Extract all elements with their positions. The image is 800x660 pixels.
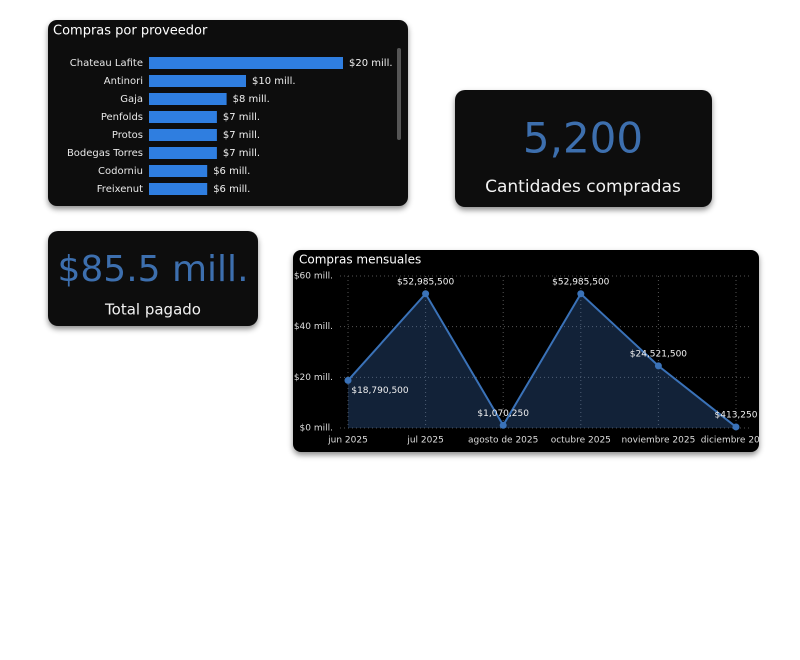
bar (149, 147, 217, 159)
line (347, 292, 737, 428)
bar (149, 75, 246, 87)
point (577, 290, 585, 298)
x-tick-label: octubre 2025 (551, 436, 611, 446)
y-tick-label: Codorniu (98, 166, 143, 177)
y-tick-label: Antinori (104, 76, 143, 87)
y-tick-label: $0 mill. (300, 424, 333, 434)
data-label: $1,070,250 (477, 409, 529, 419)
point (654, 362, 662, 370)
y-tick-label: Bodegas Torres (67, 148, 143, 159)
data-label: $8 mill. (233, 94, 270, 105)
y-tick-label: Protos (112, 130, 143, 141)
kpi-card (48, 231, 258, 326)
data-label: $6 mill. (213, 184, 250, 195)
kpi-card (455, 90, 712, 207)
data-label: $6 mill. (213, 166, 250, 177)
x-tick-label: diciembre 2025 (701, 436, 771, 446)
y-tick-label: $60 mill. (294, 272, 333, 282)
kpi-value: $85.5 mill. (57, 249, 248, 290)
point (732, 423, 740, 431)
y-tick-label: $20 mill. (294, 373, 333, 383)
y-tick-label: Freixenut (97, 184, 143, 195)
x-tick-label: noviembre 2025 (621, 436, 695, 446)
point (344, 376, 352, 384)
bar (149, 93, 227, 105)
scrollbar[interactable] (397, 48, 401, 140)
data-label: $52,985,500 (552, 277, 610, 287)
data-label: $7 mill. (223, 112, 260, 123)
data-label: $24,521,500 (630, 349, 688, 359)
chart-title: Compras por proveedor (53, 24, 208, 39)
data-label: $7 mill. (223, 148, 260, 159)
data-label: $413,250 (715, 410, 758, 420)
line-chart: $0 mill. $20 mill. $40 mill. $60 mill. jun 2… (294, 272, 771, 446)
bar (149, 165, 208, 177)
bar (149, 129, 217, 141)
x-tick-label: jul 2025 (406, 436, 443, 446)
kpi-value: 5,200 (523, 114, 643, 163)
x-tick-label: agosto de 2025 (468, 436, 538, 446)
data-label: $20 mill. (349, 58, 393, 69)
y-tick-label: Chateau Lafite (70, 58, 143, 69)
bar (149, 57, 343, 69)
data-label: $10 mill. (252, 76, 296, 87)
y-tick-label: Penfolds (101, 112, 143, 123)
kpi-label: Cantidades compradas (485, 177, 681, 197)
bar (149, 183, 208, 195)
bar (149, 111, 217, 123)
data-label: $18,790,500 (351, 386, 409, 396)
y-tick-label: $40 mill. (294, 322, 333, 332)
kpi-label: Total pagado (104, 301, 201, 319)
y-tick-label: Gaja (120, 94, 143, 105)
point (422, 290, 430, 298)
chart-title: Compras mensuales (299, 253, 421, 267)
x-tick-label: jun 2025 (327, 436, 368, 446)
data-label: $52,985,500 (397, 277, 455, 287)
card (293, 250, 759, 452)
data-label: $7 mill. (223, 130, 260, 141)
point (499, 421, 507, 429)
